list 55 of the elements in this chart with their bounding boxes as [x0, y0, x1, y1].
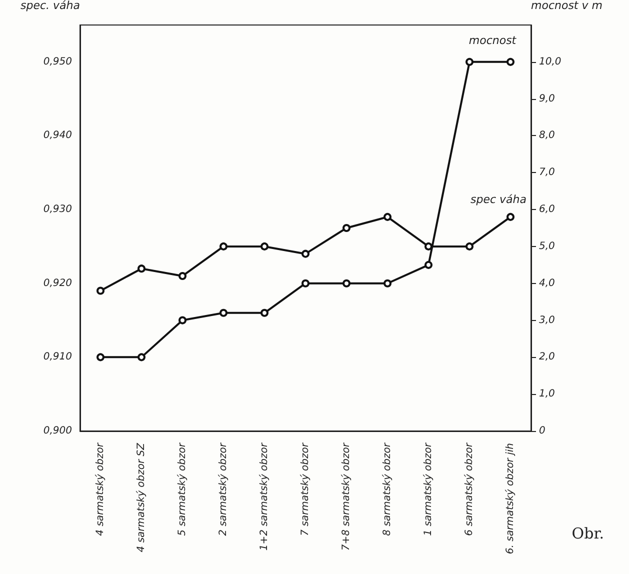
- y-tick-label: 0,900: [43, 426, 72, 436]
- x-tick-label: 8 sarmatský obzor: [382, 442, 393, 536]
- point: [424, 260, 432, 269]
- y2-tick-label: 6,0: [539, 204, 555, 216]
- point: [96, 353, 104, 362]
- text: Obr.: [572, 524, 604, 542]
- y2-axis-title: mocnost v m: [531, 0, 602, 12]
- point: [138, 353, 146, 362]
- x-tick-label: 2 sarmatský obzor: [218, 442, 229, 536]
- y2-tick-label: 2,0: [539, 352, 555, 363]
- y2-tick-label: 5,0: [539, 240, 555, 252]
- point: [178, 272, 186, 280]
- y2-tick-label: 10,0: [539, 56, 562, 68]
- x-tick-label: 1 sarmatský obzor: [423, 442, 434, 536]
- point: [260, 308, 268, 317]
- y2-tick-label: 4,0: [539, 278, 555, 289]
- y-axis-title: spec. váha: [20, 0, 80, 12]
- series-label: spec váha: [470, 192, 527, 206]
- x-tick-label: 5 sarmatský obzor: [177, 442, 188, 536]
- x-tick-label: 4 sarmatský obzor: [95, 442, 106, 536]
- x-tick-label: 4 sarmatský obzor SZ: [136, 442, 147, 552]
- point: [96, 286, 104, 295]
- point: [424, 242, 432, 250]
- point: [302, 279, 310, 288]
- point: [178, 316, 186, 324]
- x-tick-label: 1+2 sarmatský obzor: [259, 442, 270, 551]
- x-tick-label: 7+8 sarmatský obzor: [341, 442, 352, 551]
- y2-tick-label: 9,0: [539, 93, 555, 104]
- point: [302, 250, 310, 258]
- y2-tick-label: 3,0: [539, 314, 555, 326]
- point: [220, 242, 228, 250]
- x-tick-label: 6. sarmatský obzor jih: [505, 443, 516, 554]
- y2-tick-label: 7,0: [539, 167, 555, 178]
- point: [260, 242, 268, 250]
- point: [466, 58, 474, 66]
- y-tick-label: 0,950: [43, 56, 72, 68]
- y-tick-label: 0,940: [43, 130, 72, 142]
- point: [466, 242, 474, 250]
- y-tick-label: 0,920: [43, 278, 72, 289]
- point: [506, 58, 514, 66]
- point: [342, 224, 350, 232]
- point: [342, 279, 350, 288]
- x-tick-label: 7 sarmatský obzor: [300, 442, 311, 536]
- point: [384, 212, 392, 221]
- point: [384, 279, 392, 288]
- point: [138, 264, 146, 273]
- y-tick-label: 0,910: [43, 352, 72, 363]
- point: [506, 212, 514, 221]
- point: [220, 308, 228, 317]
- y2-tick-label: 1,0: [539, 388, 555, 400]
- y2-tick-label: 0: [539, 426, 546, 436]
- series-label: mocnost: [468, 34, 517, 47]
- y-tick-label: 0,930: [43, 204, 72, 216]
- x-tick-label: 6 sarmatský obzor: [464, 442, 475, 536]
- y2-tick-label: 8,0: [539, 130, 555, 142]
